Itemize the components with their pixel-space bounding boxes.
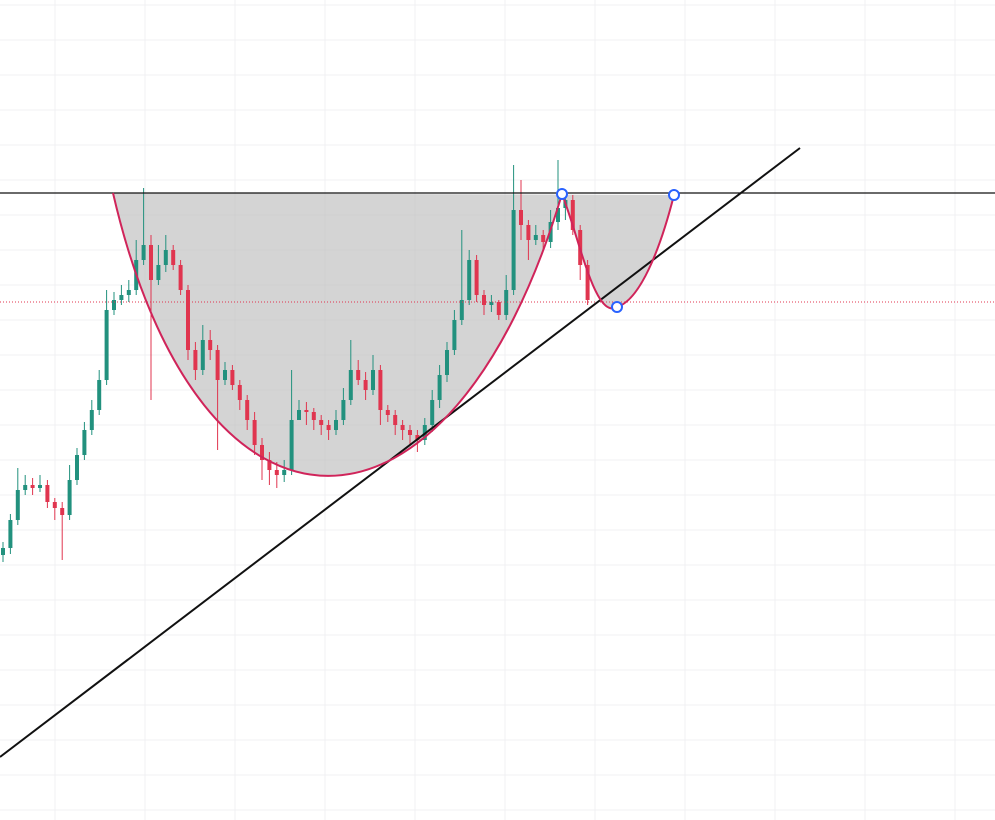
candle-body <box>452 320 457 350</box>
candle-body <box>556 208 560 222</box>
candle-body <box>541 235 546 242</box>
candle-body <box>89 410 94 430</box>
candle-body <box>8 520 13 548</box>
candle-body <box>1 548 5 555</box>
candle-body <box>385 410 390 415</box>
candle-body <box>393 415 398 425</box>
candle-body <box>208 340 213 350</box>
candle-body <box>459 300 464 320</box>
candle-body <box>193 350 198 370</box>
candle-body <box>511 210 516 290</box>
cup-fill <box>113 193 674 476</box>
candle-body <box>378 370 383 410</box>
candle-body <box>104 310 109 380</box>
anchor-point[interactable] <box>668 189 680 201</box>
candle-body <box>223 370 227 380</box>
candle-body <box>334 420 338 430</box>
candle-body <box>119 295 124 300</box>
candle-body <box>215 350 220 380</box>
candle-body <box>126 290 131 295</box>
candle-body <box>260 445 264 460</box>
candle-body <box>585 265 590 300</box>
candle-body <box>60 508 65 515</box>
candle-body <box>326 425 331 430</box>
anchor-point[interactable] <box>556 188 568 200</box>
candle-body <box>289 420 294 470</box>
candle-body <box>23 485 28 490</box>
candle-body <box>400 425 405 430</box>
candle-body <box>467 260 472 300</box>
candle-body <box>356 370 361 380</box>
candle-body <box>237 385 242 400</box>
candle-body <box>15 490 20 520</box>
candle-body <box>252 420 257 445</box>
candle-body <box>341 400 346 420</box>
trend-line[interactable] <box>0 147 801 758</box>
candle-body <box>178 265 183 290</box>
cup-handle-curve[interactable] <box>112 190 675 477</box>
candle-body <box>408 430 412 435</box>
candle-body <box>445 350 449 375</box>
candle-body <box>141 245 146 260</box>
candle-body <box>570 200 575 230</box>
candle-body <box>200 340 205 370</box>
candle-body <box>38 485 42 488</box>
candle-body <box>519 210 523 225</box>
candle-body <box>171 250 176 265</box>
candle-body <box>504 290 509 315</box>
candle-body <box>496 302 501 315</box>
candle-body <box>245 400 250 420</box>
candle-body <box>97 380 102 410</box>
candle-body <box>82 430 87 455</box>
candle-body <box>526 225 531 240</box>
candle-body <box>415 435 420 440</box>
candle-body <box>311 412 316 420</box>
anchor-point[interactable] <box>611 301 623 313</box>
candle-body <box>45 485 50 502</box>
candle-body <box>363 380 368 390</box>
candle-body <box>274 470 279 475</box>
candle-body <box>297 410 301 420</box>
candle-body <box>533 235 538 240</box>
candle-body <box>319 420 324 425</box>
candle-body <box>30 485 35 488</box>
candle-body <box>163 250 168 265</box>
candle-body <box>304 410 309 412</box>
candle-body <box>482 295 486 305</box>
candle-body <box>267 460 272 470</box>
candle-body <box>230 370 235 385</box>
candle-body <box>371 370 375 390</box>
candle-body <box>474 260 479 295</box>
candle-body <box>156 265 161 280</box>
candle-body <box>282 470 287 475</box>
candle-body <box>489 302 494 305</box>
candle-body <box>348 370 353 400</box>
candle-body <box>186 290 190 350</box>
candle-body <box>75 455 79 480</box>
candle-body <box>52 502 57 508</box>
candle-body <box>149 245 153 280</box>
candle-body <box>430 400 435 425</box>
candle-body <box>67 480 72 515</box>
candle-body <box>112 300 116 310</box>
candle-body <box>437 375 442 400</box>
